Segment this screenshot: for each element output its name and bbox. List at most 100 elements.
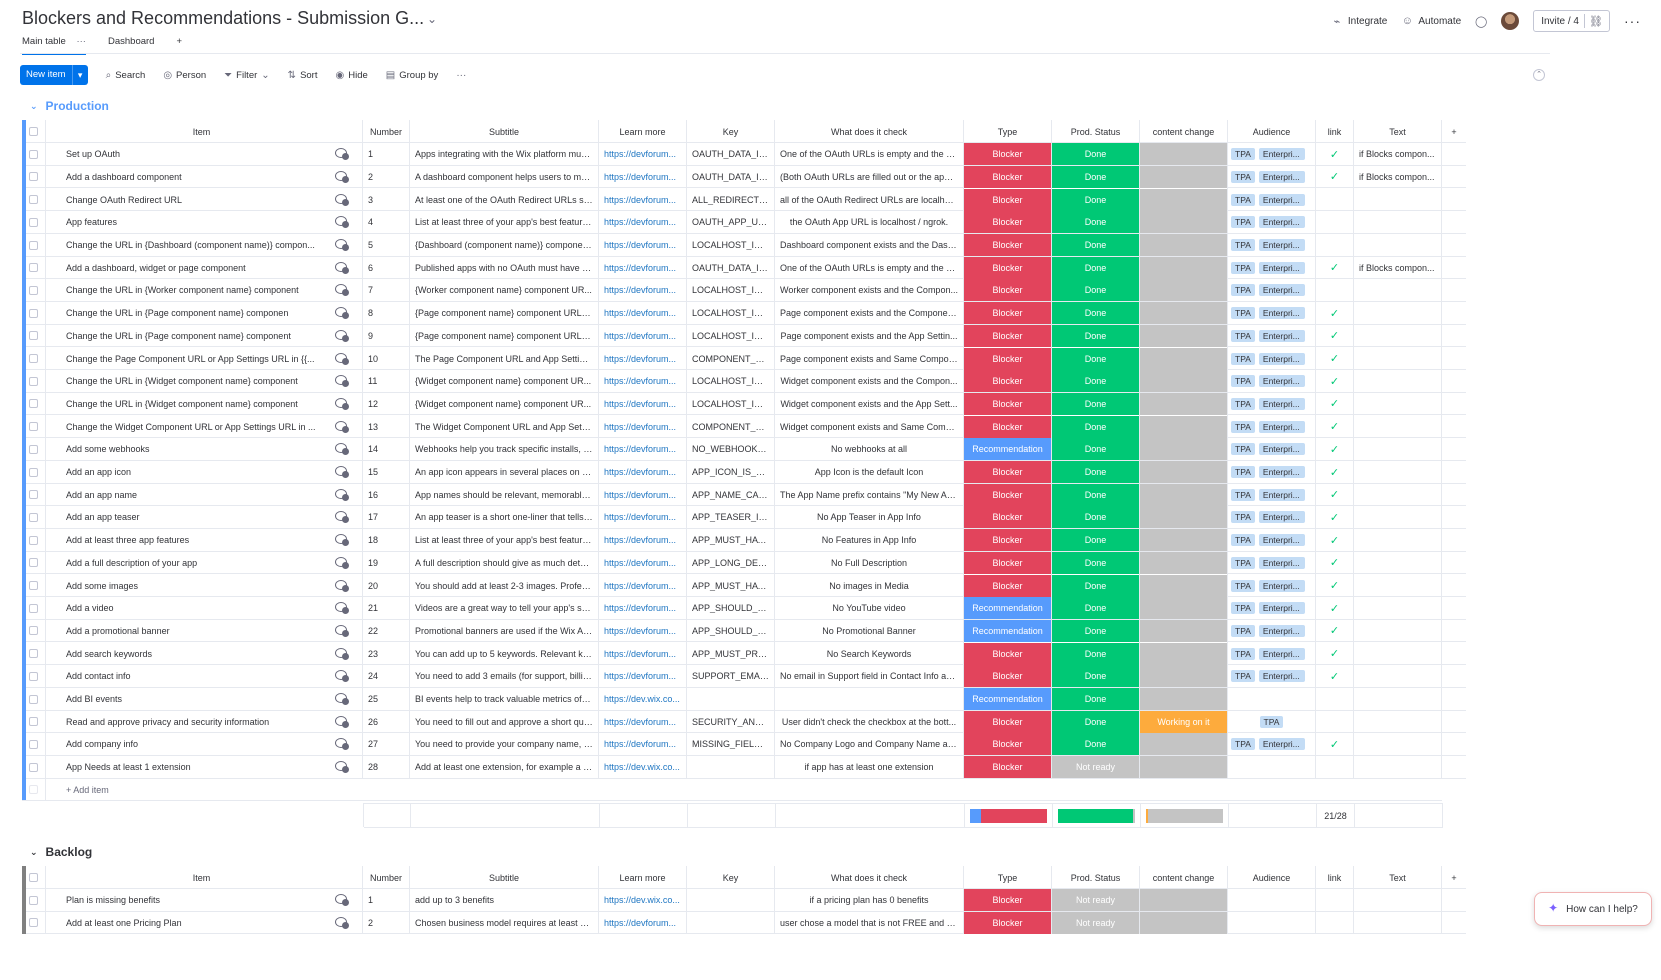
column-header-learn_more[interactable]: Learn more: [599, 120, 687, 143]
row-checkbox[interactable]: [29, 172, 38, 182]
what-does-it-check-cell[interactable]: No webhooks at all: [775, 437, 964, 461]
subtitle-cell[interactable]: Promotional banners are used if the Wix …: [410, 619, 599, 643]
row-checkbox[interactable]: [29, 217, 38, 227]
prod-status-cell[interactable]: Done: [1052, 301, 1140, 325]
content-change-cell[interactable]: [1140, 664, 1228, 688]
subtitle-cell[interactable]: You need to provide your company name, l…: [410, 732, 599, 756]
prod-status-cell[interactable]: Done: [1052, 437, 1140, 461]
content-change-cell[interactable]: [1140, 528, 1228, 552]
number-cell[interactable]: 14: [363, 437, 410, 461]
table-row[interactable]: Add BI events 25 BI events help to track v…: [22, 687, 1466, 711]
learn-more-link[interactable]: https://devforum...: [599, 642, 687, 666]
audience-cell[interactable]: TPA Enterpri...: [1228, 596, 1316, 620]
audience-cell[interactable]: TPA Enterpri...: [1228, 732, 1316, 756]
prod-status-cell[interactable]: Done: [1052, 642, 1140, 666]
learn-more-link[interactable]: https://devforum...: [599, 505, 687, 529]
number-cell[interactable]: 9: [363, 324, 410, 348]
row-select-cell[interactable]: [22, 710, 46, 734]
type-status-cell[interactable]: Blocker: [964, 505, 1052, 529]
row-checkbox[interactable]: [29, 354, 38, 363]
type-status-cell[interactable]: Blocker: [964, 755, 1052, 779]
row-checkbox[interactable]: [29, 671, 38, 681]
number-cell[interactable]: 24: [363, 664, 410, 688]
what-does-it-check-cell[interactable]: The App Name prefix contains "My New Ap.…: [775, 483, 964, 507]
link-check-cell[interactable]: ✓: [1316, 505, 1354, 529]
row-checkbox[interactable]: [29, 376, 38, 386]
table-row[interactable]: Change the URL in {Dashboard (component …: [22, 233, 1466, 257]
row-checkbox[interactable]: [29, 918, 38, 928]
row-select-cell[interactable]: [22, 528, 46, 552]
updates-cell[interactable]: [322, 278, 363, 302]
link-check-cell[interactable]: [1316, 755, 1354, 779]
subtitle-cell[interactable]: App names should be relevant, memorable …: [410, 483, 599, 507]
row-checkbox[interactable]: [29, 694, 38, 704]
content-change-cell[interactable]: [1140, 460, 1228, 484]
prod-status-cell[interactable]: Done: [1052, 142, 1140, 166]
type-status-cell[interactable]: Blocker: [964, 911, 1052, 935]
type-status-cell[interactable]: Blocker: [964, 278, 1052, 302]
item-name-cell[interactable]: Add at least one Pricing Plan: [46, 911, 322, 934]
sort-button[interactable]: ⇅ Sort: [288, 70, 318, 81]
content-change-cell[interactable]: [1140, 505, 1228, 529]
prod-status-cell[interactable]: Done: [1052, 188, 1140, 212]
chevron-down-icon[interactable]: ⌄: [427, 12, 438, 26]
what-does-it-check-cell[interactable]: No Full Description: [775, 551, 964, 575]
item-name-cell[interactable]: Change the URL in {Widget component name…: [46, 370, 322, 393]
subtitle-cell[interactable]: The Widget Component URL and App Setti..…: [410, 415, 599, 439]
number-cell[interactable]: 8: [363, 301, 410, 325]
subtitle-cell[interactable]: add up to 3 benefits: [410, 888, 599, 912]
item-name-cell[interactable]: Add a promotional banner: [46, 619, 322, 642]
board-title[interactable]: Blockers and Recommendations - Submissio…: [22, 8, 425, 28]
row-select-cell[interactable]: [22, 664, 46, 688]
column-header-item[interactable]: Item: [46, 866, 363, 889]
row-checkbox[interactable]: [29, 626, 38, 636]
row-select-cell[interactable]: [22, 551, 46, 575]
updates-cell[interactable]: [322, 301, 363, 325]
learn-more-link[interactable]: https://devforum...: [599, 596, 687, 620]
item-name-cell[interactable]: Add search keywords: [46, 642, 322, 665]
learn-more-link[interactable]: https://devforum...: [599, 188, 687, 212]
table-row[interactable]: Change the URL in {Page component name} …: [22, 301, 1466, 325]
updates-cell[interactable]: [322, 142, 363, 166]
summary-bar-cell[interactable]: [1141, 804, 1229, 828]
type-status-cell[interactable]: Recommendation: [964, 596, 1052, 620]
column-header-what[interactable]: What does it check: [775, 866, 964, 889]
subtitle-cell[interactable]: Add at least one extension, for example …: [410, 755, 599, 779]
more-options-icon[interactable]: ···: [1624, 13, 1641, 29]
link-check-cell[interactable]: ✓: [1316, 551, 1354, 575]
content-change-cell[interactable]: [1140, 347, 1228, 370]
what-does-it-check-cell[interactable]: No email in Support field in Contact Inf…: [775, 664, 964, 688]
tab-dashboard[interactable]: Dashboard: [108, 36, 154, 55]
conversation-icon[interactable]: [335, 375, 349, 388]
row-select-cell[interactable]: [22, 256, 46, 280]
item-name-cell[interactable]: Add some webhooks: [46, 438, 322, 461]
row-checkbox[interactable]: [29, 195, 38, 205]
learn-more-link[interactable]: https://devforum...: [599, 619, 687, 643]
table-row[interactable]: Add an app teaser 17 An app teaser is a sh…: [22, 505, 1466, 529]
key-cell[interactable]: APP_NAME_CAN...: [687, 483, 775, 507]
row-checkbox[interactable]: [29, 149, 38, 159]
column-header-text[interactable]: Text: [1354, 120, 1442, 143]
item-name-cell[interactable]: Add some images: [46, 574, 322, 597]
conversation-icon[interactable]: [335, 556, 349, 569]
conversation-icon[interactable]: [335, 916, 349, 929]
type-status-cell[interactable]: Blocker: [964, 710, 1052, 734]
key-cell[interactable]: LOCALHOST_IS_...: [687, 392, 775, 416]
key-cell[interactable]: OAUTH_DATA_IS...: [687, 142, 775, 166]
content-change-cell[interactable]: [1140, 165, 1228, 189]
number-cell[interactable]: 1: [363, 888, 410, 912]
prod-status-cell[interactable]: Done: [1052, 664, 1140, 688]
updates-cell[interactable]: [322, 233, 363, 257]
text-cell[interactable]: [1354, 460, 1442, 484]
conversation-icon[interactable]: [335, 329, 349, 342]
audience-cell[interactable]: TPA Enterpri...: [1228, 505, 1316, 529]
link-check-cell[interactable]: ✓: [1316, 415, 1354, 439]
link-check-cell[interactable]: ✓: [1316, 165, 1354, 189]
link-icon[interactable]: ⛓: [1589, 15, 1603, 28]
what-does-it-check-cell[interactable]: App Icon is the default Icon: [775, 460, 964, 484]
content-change-cell[interactable]: [1140, 256, 1228, 280]
column-header-number[interactable]: Number: [363, 120, 410, 143]
column-header-subtitle[interactable]: Subtitle: [410, 120, 599, 143]
table-row[interactable]: App Needs at least 1 extension 28 Add at l…: [22, 755, 1466, 779]
link-check-cell[interactable]: ✓: [1316, 574, 1354, 597]
